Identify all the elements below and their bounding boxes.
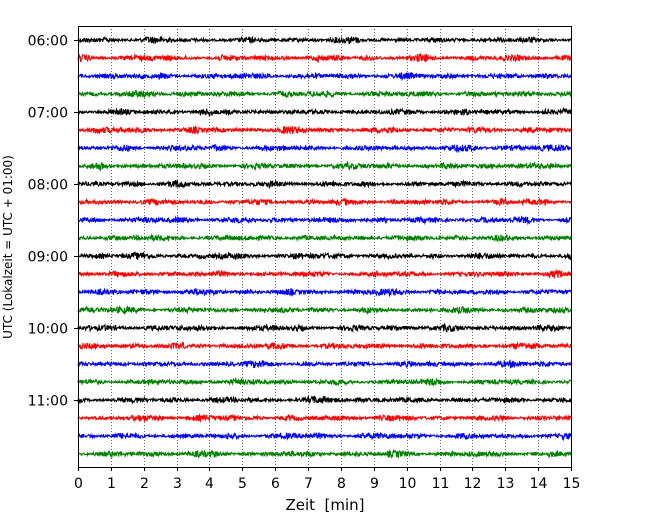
x-tick-label: 9 <box>370 476 379 492</box>
x-ticks: 0 1 2 3 4 5 6 7 8 9 10 11 12 13 14 15 <box>74 467 580 492</box>
y-tick-label: 06:00 <box>28 34 68 50</box>
trace-1030 <box>77 359 572 369</box>
y-ticks: 06:00 07:00 08:00 09:00 10:00 11:00 <box>28 34 78 410</box>
y-tick-label: 07:00 <box>28 106 68 122</box>
trace-0830 <box>77 215 572 226</box>
y-tick-label: 09:00 <box>28 250 68 266</box>
trace-0930 <box>77 287 572 298</box>
trace-0815 <box>77 196 572 207</box>
y-tick-label: 08:00 <box>28 178 68 194</box>
traces <box>77 35 572 460</box>
y-tick-label: 11:00 <box>28 394 68 410</box>
trace-1045 <box>77 376 572 388</box>
trace-1145 <box>77 448 572 460</box>
trace-1130 <box>77 431 572 442</box>
x-tick-label: 14 <box>530 476 548 492</box>
x-tick-label: 1 <box>107 476 116 492</box>
x-tick-label: 6 <box>271 476 280 492</box>
x-tick-label: 3 <box>173 476 182 492</box>
trace-1015 <box>77 341 572 351</box>
trace-0630 <box>77 71 572 82</box>
trace-0700 <box>77 106 572 117</box>
x-axis-label: Zeit [min] <box>285 496 364 514</box>
x-tick-label: 10 <box>399 476 417 492</box>
trace-0915 <box>77 268 572 280</box>
x-tick-label: 0 <box>74 476 83 492</box>
x-tick-label: 11 <box>432 476 450 492</box>
trace-1115 <box>77 412 572 423</box>
trace-0800 <box>77 179 572 190</box>
x-tick-label: 12 <box>464 476 482 492</box>
plot-frame <box>78 26 572 468</box>
x-tick-label: 2 <box>140 476 149 492</box>
trace-0615 <box>77 52 572 64</box>
trace-0715 <box>77 124 572 136</box>
x-tick-label: 8 <box>337 476 346 492</box>
x-tick-label: 7 <box>304 476 313 492</box>
trace-0745 <box>77 160 572 172</box>
trace-0945 <box>77 304 572 316</box>
x-tick-label: 15 <box>563 476 581 492</box>
y-tick-label: 10:00 <box>28 322 68 338</box>
x-tick-label: 5 <box>238 476 247 492</box>
trace-0900 <box>77 250 572 261</box>
trace-1100 <box>77 395 572 405</box>
trace-0600 <box>77 35 572 45</box>
trace-0730 <box>77 143 572 154</box>
y-axis-label: UTC (Lokalzeit = UTC + 01:00) <box>1 155 15 339</box>
trace-0845 <box>77 233 572 243</box>
x-tick-label: 13 <box>497 476 515 492</box>
trace-0645 <box>77 89 572 99</box>
trace-1000 <box>77 322 572 334</box>
x-tick-label: 4 <box>205 476 214 492</box>
